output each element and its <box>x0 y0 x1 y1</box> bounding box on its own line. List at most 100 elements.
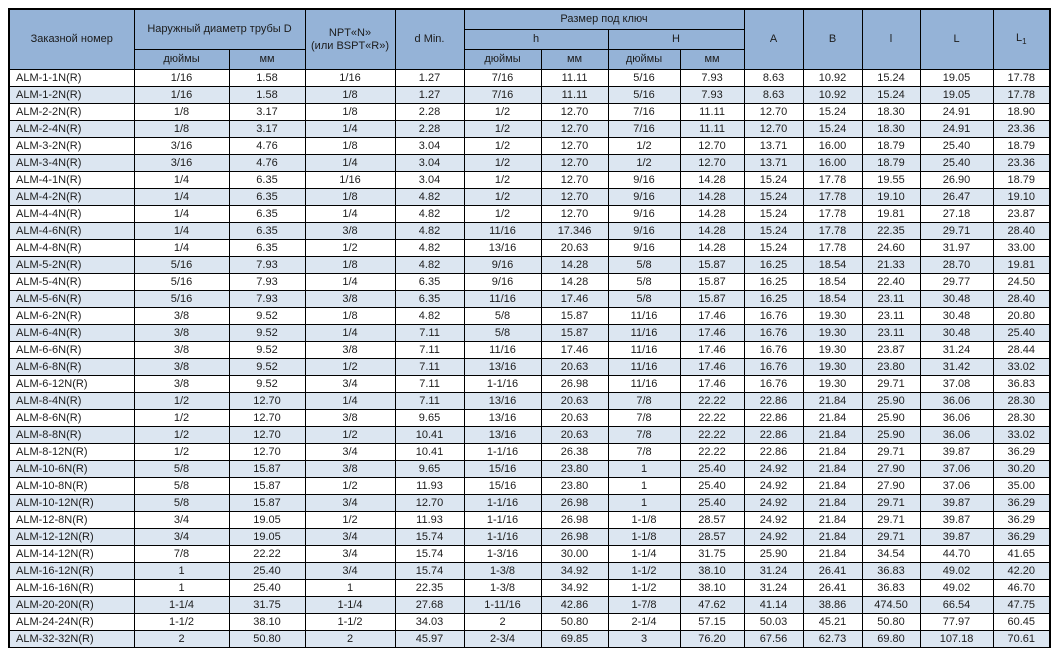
value-cell: 28.40 <box>992 290 1051 308</box>
value-cell: 15.87 <box>679 256 745 274</box>
value-cell: 29.71 <box>861 443 921 461</box>
value-cell: 17.78 <box>802 239 863 257</box>
value-cell: 5/8 <box>463 307 542 325</box>
value-cell: 9/16 <box>607 188 681 206</box>
value-cell: 15.24 <box>802 120 863 138</box>
value-cell: 22.86 <box>743 426 804 444</box>
value-cell: 42.20 <box>992 562 1051 580</box>
order-number-cell: ALM-8-4N(R) <box>8 392 135 410</box>
value-cell: 27.68 <box>394 596 465 614</box>
value-cell: 15.24 <box>743 239 804 257</box>
value-cell: 25.40 <box>228 562 306 580</box>
value-cell: 22.86 <box>743 443 804 461</box>
value-cell: 39.87 <box>919 511 994 529</box>
header-col-l: L <box>919 8 994 70</box>
value-cell: 1/2 <box>133 426 230 444</box>
value-cell: 2 <box>463 613 542 631</box>
value-cell: 3/4 <box>304 545 396 563</box>
value-cell: 20.63 <box>540 426 609 444</box>
value-cell: 18.30 <box>861 103 921 121</box>
value-cell: 7.11 <box>394 392 465 410</box>
value-cell: 45.21 <box>802 613 863 631</box>
value-cell: 1/2 <box>463 154 542 172</box>
value-cell: 11/16 <box>607 341 681 359</box>
value-cell: 3/8 <box>304 460 396 478</box>
value-cell: 1/2 <box>463 137 542 155</box>
table-row: ALM-3-2N(R) 3/16 4.76 1/8 3.04 1/2 12.70 1/2 12.… <box>8 137 1051 155</box>
value-cell: 1/2 <box>304 358 396 376</box>
value-cell: 22.22 <box>679 392 745 410</box>
order-number-cell: ALM-3-2N(R) <box>8 137 135 155</box>
value-cell: 18.90 <box>992 103 1051 121</box>
value-cell: 24.91 <box>919 103 994 121</box>
value-cell: 17.46 <box>679 324 745 342</box>
value-cell: 22.35 <box>861 222 921 240</box>
table-row: ALM-1-1N(R) 1/16 1.58 1/16 1.27 7/16 11.11 5/16… <box>8 69 1051 87</box>
value-cell: 3/8 <box>304 222 396 240</box>
header-col-l1-subscript: 1 <box>1022 37 1027 47</box>
header-h-upper-inches: дюймы <box>607 49 681 70</box>
value-cell: 37.08 <box>919 375 994 393</box>
value-cell: 1/4 <box>133 222 230 240</box>
value-cell: 23.36 <box>992 120 1051 138</box>
table-row: ALM-4-6N(R) 1/4 6.35 3/8 4.82 11/16 17.346 9/16… <box>8 222 1051 240</box>
value-cell: 1/16 <box>133 69 230 87</box>
order-number-cell: ALM-10-8N(R) <box>8 477 135 495</box>
value-cell: 21.84 <box>802 528 863 546</box>
value-cell: 62.73 <box>802 630 863 648</box>
header-col-l1-base: L <box>1015 32 1023 45</box>
value-cell: 3 <box>607 630 681 648</box>
value-cell: 13/16 <box>463 239 542 257</box>
value-cell: 21.84 <box>802 477 863 495</box>
value-cell: 14.28 <box>679 205 745 223</box>
value-cell: 3.04 <box>394 171 465 189</box>
value-cell: 7.11 <box>394 375 465 393</box>
table-row: ALM-2-2N(R) 1/8 3.17 1/8 2.28 1/2 12.70 7/16 11.… <box>8 103 1051 121</box>
value-cell: 28.30 <box>992 392 1051 410</box>
value-cell: 9.52 <box>228 307 306 325</box>
value-cell: 17.78 <box>802 205 863 223</box>
header-row-2: h H <box>9 29 1050 50</box>
value-cell: 9.52 <box>228 324 306 342</box>
value-cell: 1 <box>607 460 681 478</box>
value-cell: 7/8 <box>607 392 681 410</box>
value-cell: 22.22 <box>228 545 306 563</box>
value-cell: 1/4 <box>133 239 230 257</box>
value-cell: 26.41 <box>802 579 863 597</box>
table-row: ALM-14-12N(R) 7/8 22.22 3/4 15.74 1-3/16 30.00… <box>8 545 1051 563</box>
value-cell: 3/8 <box>304 409 396 427</box>
value-cell: 25.40 <box>919 137 994 155</box>
value-cell: 5/8 <box>133 460 230 478</box>
header-col-l1: L1 <box>992 8 1051 70</box>
value-cell: 20.63 <box>540 358 609 376</box>
value-cell: 18.79 <box>861 137 921 155</box>
value-cell: 17.46 <box>540 290 609 308</box>
value-cell: 10.41 <box>394 426 465 444</box>
value-cell: 5/8 <box>133 477 230 495</box>
order-number-cell: ALM-12-12N(R) <box>8 528 135 546</box>
value-cell: 20.63 <box>540 239 609 257</box>
order-number-cell: ALM-6-4N(R) <box>8 324 135 342</box>
order-number-cell: ALM-4-1N(R) <box>8 171 135 189</box>
value-cell: 1/2 <box>304 239 396 257</box>
value-cell: 23.11 <box>861 324 921 342</box>
order-number-cell: ALM-8-12N(R) <box>8 443 135 461</box>
value-cell: 1/2 <box>133 443 230 461</box>
value-cell: 31.24 <box>743 562 804 580</box>
value-cell: 1-1/2 <box>304 613 396 631</box>
value-cell: 18.54 <box>802 256 863 274</box>
order-number-cell: ALM-10-6N(R) <box>8 460 135 478</box>
table-row: ALM-32-32N(R) 2 50.80 2 45.97 2-3/4 69.85 3 76.2… <box>8 630 1051 648</box>
value-cell: 1-1/16 <box>463 443 542 461</box>
value-cell: 46.70 <box>992 579 1051 597</box>
value-cell: 38.10 <box>228 613 306 631</box>
value-cell: 4.82 <box>394 256 465 274</box>
value-cell: 17.78 <box>802 222 863 240</box>
value-cell: 2.28 <box>394 120 465 138</box>
value-cell: 1-1/2 <box>607 562 681 580</box>
value-cell: 33.02 <box>992 358 1051 376</box>
value-cell: 1/2 <box>463 205 542 223</box>
value-cell: 36.29 <box>992 528 1051 546</box>
value-cell: 3/4 <box>304 528 396 546</box>
